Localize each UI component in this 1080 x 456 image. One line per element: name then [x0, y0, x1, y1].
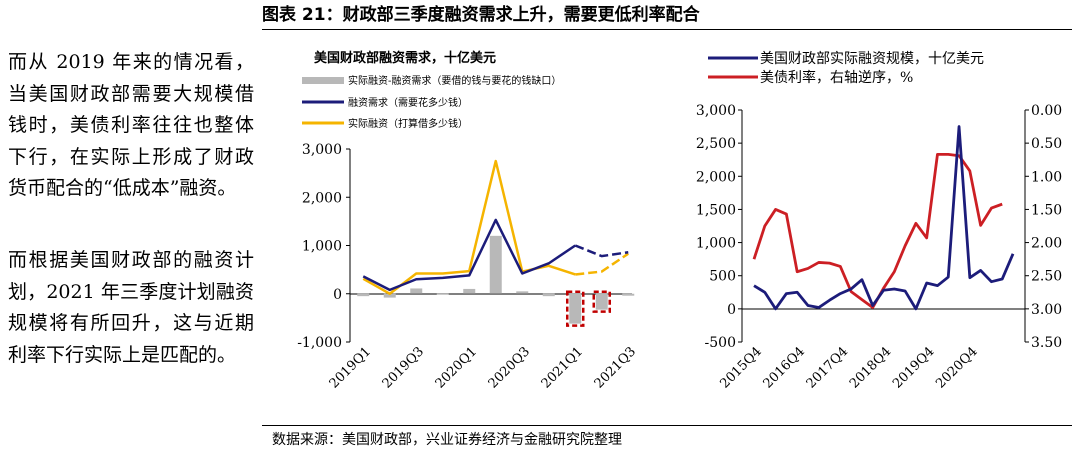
yield-line: [752, 153, 1003, 309]
x-tick-label: 2020Q3: [486, 344, 533, 391]
right-y-tick-label: 0.00: [1031, 103, 1062, 119]
bar-gap: [410, 288, 423, 294]
data-source: 数据来源：美国财政部，兴业证券经济与金融研究院整理: [272, 432, 622, 448]
body-paragraph-2: 而根据美国财政部的融资计划，2021 年三季度计划融资规模将有所回升，这与近期利…: [8, 249, 254, 366]
bar-gap: [357, 293, 370, 297]
bar-gap: [622, 293, 635, 296]
legend-label-financing-line: 美国财政部实际融资规模，十亿美元: [760, 51, 984, 67]
legend-swatch-gap-bars: [302, 77, 344, 84]
left-y-tick-label: 1,000: [696, 236, 736, 252]
title-rule: [262, 29, 1072, 30]
bar-gap: [383, 293, 396, 298]
x-tick-label: 2019Q3: [380, 344, 427, 391]
body-paragraph-1: 而从 2019 年来的情况看，当美国财政部需要大规模借钱时，美债利率往往也整体下…: [8, 51, 254, 199]
page-title: 图表 21：财政部三季度融资需求上升，需要更低利率配合: [262, 5, 700, 25]
forecast-box: [592, 290, 611, 313]
left-y-tick-label: 3,000: [696, 103, 736, 119]
demand-line-projection: [574, 244, 629, 258]
legend-label-demand-line: 融资需求（需要花多少钱）: [348, 96, 468, 109]
source-rule: [262, 425, 1072, 426]
legend-label-gap-bars: 实际融资-融资需求（要借的钱与要花的钱缺口）: [348, 74, 561, 87]
financing-line: [753, 125, 1015, 311]
legend-label-yield-line: 美债利率，右轴逆序，%: [760, 69, 913, 86]
bar-gap: [516, 291, 529, 294]
bar-gap: [595, 293, 608, 310]
y-tick-label: -1,000: [297, 335, 342, 351]
right-y-tick-label: 3.50: [1031, 335, 1062, 351]
right-y-tick-label: 2.50: [1031, 269, 1062, 285]
left-y-tick-label: 1,500: [696, 202, 736, 218]
demand-line: [362, 218, 576, 292]
bar-gap: [463, 288, 476, 294]
x-tick-label: 2015Q4: [717, 344, 764, 391]
bar-gap: [542, 293, 555, 297]
bar-gap: [436, 293, 449, 295]
forecast-box: [566, 290, 585, 327]
x-tick-label: 2021Q3: [592, 344, 639, 391]
y-tick-label: 2,000: [302, 190, 342, 206]
left-y-tick-label: 2,000: [696, 169, 736, 185]
y-tick-label: 1,000: [302, 239, 342, 255]
x-tick-label: 2016Q4: [761, 344, 808, 391]
legend-label-financing-line: 实际融资（打算借多少钱）: [348, 117, 468, 130]
x-tick-label: 2020Q1: [433, 344, 480, 391]
financing-line-projection: [575, 252, 629, 276]
bar-gap: [489, 235, 502, 294]
x-tick-label: 2017Q4: [804, 344, 851, 391]
funding-demand-chart: 美国财政部融资需求，十亿美元 实际融资-融资需求（要借的钱与要花的钱缺口） 融资…: [297, 50, 639, 392]
left-y-tick-label: 500: [709, 269, 736, 285]
x-tick-label: 2018Q4: [847, 344, 894, 391]
x-tick-label: 2019Q1: [327, 344, 374, 391]
x-tick-label: 2020Q4: [933, 344, 980, 391]
x-tick-label: 2019Q4: [890, 344, 937, 391]
right-y-tick-label: 2.00: [1031, 236, 1062, 252]
left-y-tick-label: 2,500: [696, 136, 736, 152]
chart-title: 美国财政部融资需求，十亿美元: [314, 50, 496, 66]
left-y-tick-label: -500: [705, 335, 736, 351]
bar-gap: [569, 293, 582, 324]
x-tick-label: 2021Q1: [539, 344, 586, 391]
right-y-tick-label: 3.00: [1031, 302, 1062, 318]
y-tick-label: 3,000: [302, 142, 342, 158]
left-y-tick-label: 0: [727, 302, 736, 318]
y-tick-label: 0: [333, 287, 342, 303]
right-y-tick-label: 1.50: [1031, 202, 1062, 218]
right-y-tick-label: 1.00: [1031, 169, 1062, 185]
right-y-tick-label: 0.50: [1031, 136, 1062, 152]
financing-vs-yield-chart: 美国财政部实际融资规模，十亿美元 美债利率，右轴逆序，% 3,000 2,500 2…: [696, 51, 1062, 392]
